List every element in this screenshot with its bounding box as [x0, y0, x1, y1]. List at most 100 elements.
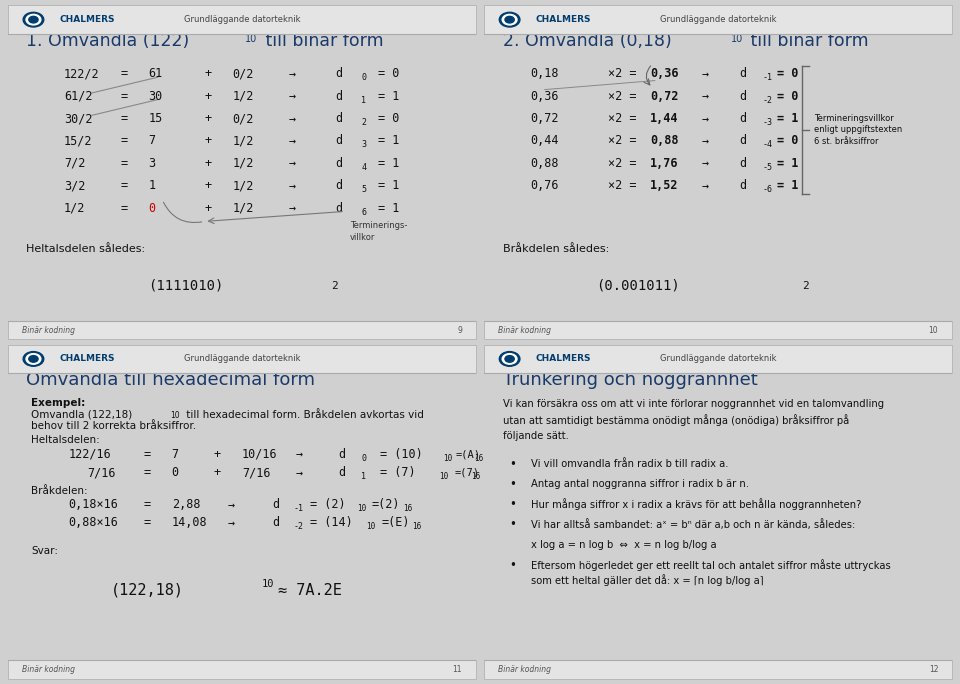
Circle shape	[29, 16, 38, 23]
Text: 0,88: 0,88	[650, 135, 679, 148]
Text: 15: 15	[148, 112, 162, 125]
Text: →: →	[296, 466, 303, 479]
Text: = 1: = 1	[777, 179, 798, 192]
Text: Omvandla till hexadecimal form: Omvandla till hexadecimal form	[27, 371, 316, 389]
Text: 2,88: 2,88	[172, 499, 200, 512]
Text: ×2 =: ×2 =	[608, 90, 636, 103]
Text: -4: -4	[762, 140, 773, 150]
Text: 2: 2	[803, 280, 809, 291]
Circle shape	[499, 352, 520, 366]
Text: 10: 10	[245, 34, 257, 44]
Text: =: =	[120, 202, 128, 215]
Text: →: →	[289, 202, 296, 215]
Text: 0/2: 0/2	[232, 112, 254, 125]
Text: -3: -3	[762, 118, 773, 127]
Text: CHALMERS: CHALMERS	[60, 354, 114, 363]
Text: 7/2: 7/2	[64, 157, 85, 170]
Text: = (7): = (7)	[380, 466, 416, 479]
Text: Grundläggande datorteknik: Grundläggande datorteknik	[660, 15, 777, 24]
Text: =: =	[120, 135, 128, 148]
Text: Vi har alltså sambandet: aˣ = bⁿ där a,b och n är kända, således:: Vi har alltså sambandet: aˣ = bⁿ där a,b…	[531, 519, 855, 530]
Text: Hur många siffror x i radix a krävs för att behålla noggrannheten?: Hur många siffror x i radix a krävs för …	[531, 499, 861, 510]
Text: = 1: = 1	[777, 157, 798, 170]
Text: 0,36: 0,36	[650, 68, 679, 81]
Text: →: →	[289, 68, 296, 81]
Text: 16: 16	[403, 505, 413, 514]
Text: 10: 10	[928, 326, 938, 334]
Text: Exempel:: Exempel:	[31, 398, 85, 408]
Text: 15/2: 15/2	[64, 135, 92, 148]
Circle shape	[502, 14, 517, 25]
Text: =: =	[120, 179, 128, 192]
Text: 10: 10	[367, 522, 375, 531]
Text: d: d	[336, 68, 343, 81]
Text: d: d	[739, 157, 746, 170]
Text: 1/2: 1/2	[232, 135, 254, 148]
Text: Binär kodning: Binär kodning	[498, 665, 551, 674]
Text: d: d	[336, 135, 343, 148]
Text: ×2 =: ×2 =	[608, 179, 636, 192]
Text: Bråkdelen således:: Bråkdelen således:	[503, 244, 609, 254]
Text: 0: 0	[172, 466, 179, 479]
Text: 11: 11	[452, 665, 462, 674]
Text: →: →	[289, 157, 296, 170]
Text: 10: 10	[170, 411, 180, 420]
Text: = 1: = 1	[378, 135, 399, 148]
Text: CHALMERS: CHALMERS	[536, 15, 590, 24]
Text: 1: 1	[148, 179, 156, 192]
Text: -1: -1	[294, 505, 303, 514]
Text: d: d	[739, 90, 746, 103]
Text: d: d	[336, 112, 343, 125]
Text: 0,88×16: 0,88×16	[68, 516, 118, 529]
Text: 16: 16	[471, 472, 481, 481]
Circle shape	[23, 12, 44, 27]
Text: +: +	[204, 135, 211, 148]
Text: 10: 10	[731, 34, 743, 44]
Text: 12: 12	[928, 665, 938, 674]
Text: 10: 10	[444, 453, 452, 462]
Text: 3/2: 3/2	[64, 179, 85, 192]
Text: 1,76: 1,76	[650, 157, 679, 170]
Text: Terminerings-
villkor: Terminerings- villkor	[349, 222, 407, 241]
Text: = 1: = 1	[777, 112, 798, 125]
Text: d: d	[739, 68, 746, 81]
Text: 16: 16	[474, 453, 483, 462]
Text: +: +	[214, 448, 221, 461]
Text: 10: 10	[439, 472, 448, 481]
Text: 2: 2	[361, 118, 367, 127]
Text: ×2 =: ×2 =	[608, 157, 636, 170]
Text: 30/2: 30/2	[64, 112, 92, 125]
Text: d: d	[739, 135, 746, 148]
Text: x log a = n log b  ⇔  x = n log b/log a: x log a = n log b ⇔ x = n log b/log a	[531, 540, 716, 550]
FancyBboxPatch shape	[484, 660, 952, 679]
Text: 10: 10	[262, 579, 275, 589]
Text: d: d	[336, 90, 343, 103]
Text: d: d	[336, 157, 343, 170]
Text: +: +	[204, 90, 211, 103]
Text: = 0: = 0	[777, 68, 798, 81]
Text: Svar:: Svar:	[31, 546, 59, 555]
Text: -2: -2	[294, 522, 303, 531]
Text: = 1: = 1	[378, 157, 399, 170]
Text: →: →	[296, 448, 303, 461]
Text: →: →	[702, 90, 708, 103]
Text: Termineringsvillkor
enligt uppgiftstexten
6 st. bråksiffror: Termineringsvillkor enligt uppgiftstexte…	[814, 114, 902, 146]
Text: →: →	[289, 90, 296, 103]
Text: 5: 5	[361, 185, 367, 194]
Text: 4: 4	[361, 163, 367, 172]
Text: ×2 =: ×2 =	[608, 68, 636, 81]
Text: 16: 16	[413, 522, 421, 531]
Text: 0: 0	[361, 73, 367, 82]
Text: =(7): =(7)	[454, 468, 479, 477]
Text: 0: 0	[361, 453, 367, 462]
Text: →: →	[228, 516, 235, 529]
Text: -6: -6	[762, 185, 773, 194]
Text: →: →	[702, 179, 708, 192]
Text: 0,18×16: 0,18×16	[68, 499, 118, 512]
Text: -5: -5	[762, 163, 773, 172]
FancyBboxPatch shape	[484, 345, 952, 373]
Text: 10: 10	[357, 505, 366, 514]
Text: = 1: = 1	[378, 179, 399, 192]
Text: Grundläggande datorteknik: Grundläggande datorteknik	[660, 354, 777, 363]
Text: +: +	[204, 68, 211, 81]
